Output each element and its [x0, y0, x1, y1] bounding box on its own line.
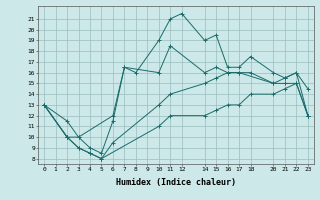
X-axis label: Humidex (Indice chaleur): Humidex (Indice chaleur) — [116, 178, 236, 187]
